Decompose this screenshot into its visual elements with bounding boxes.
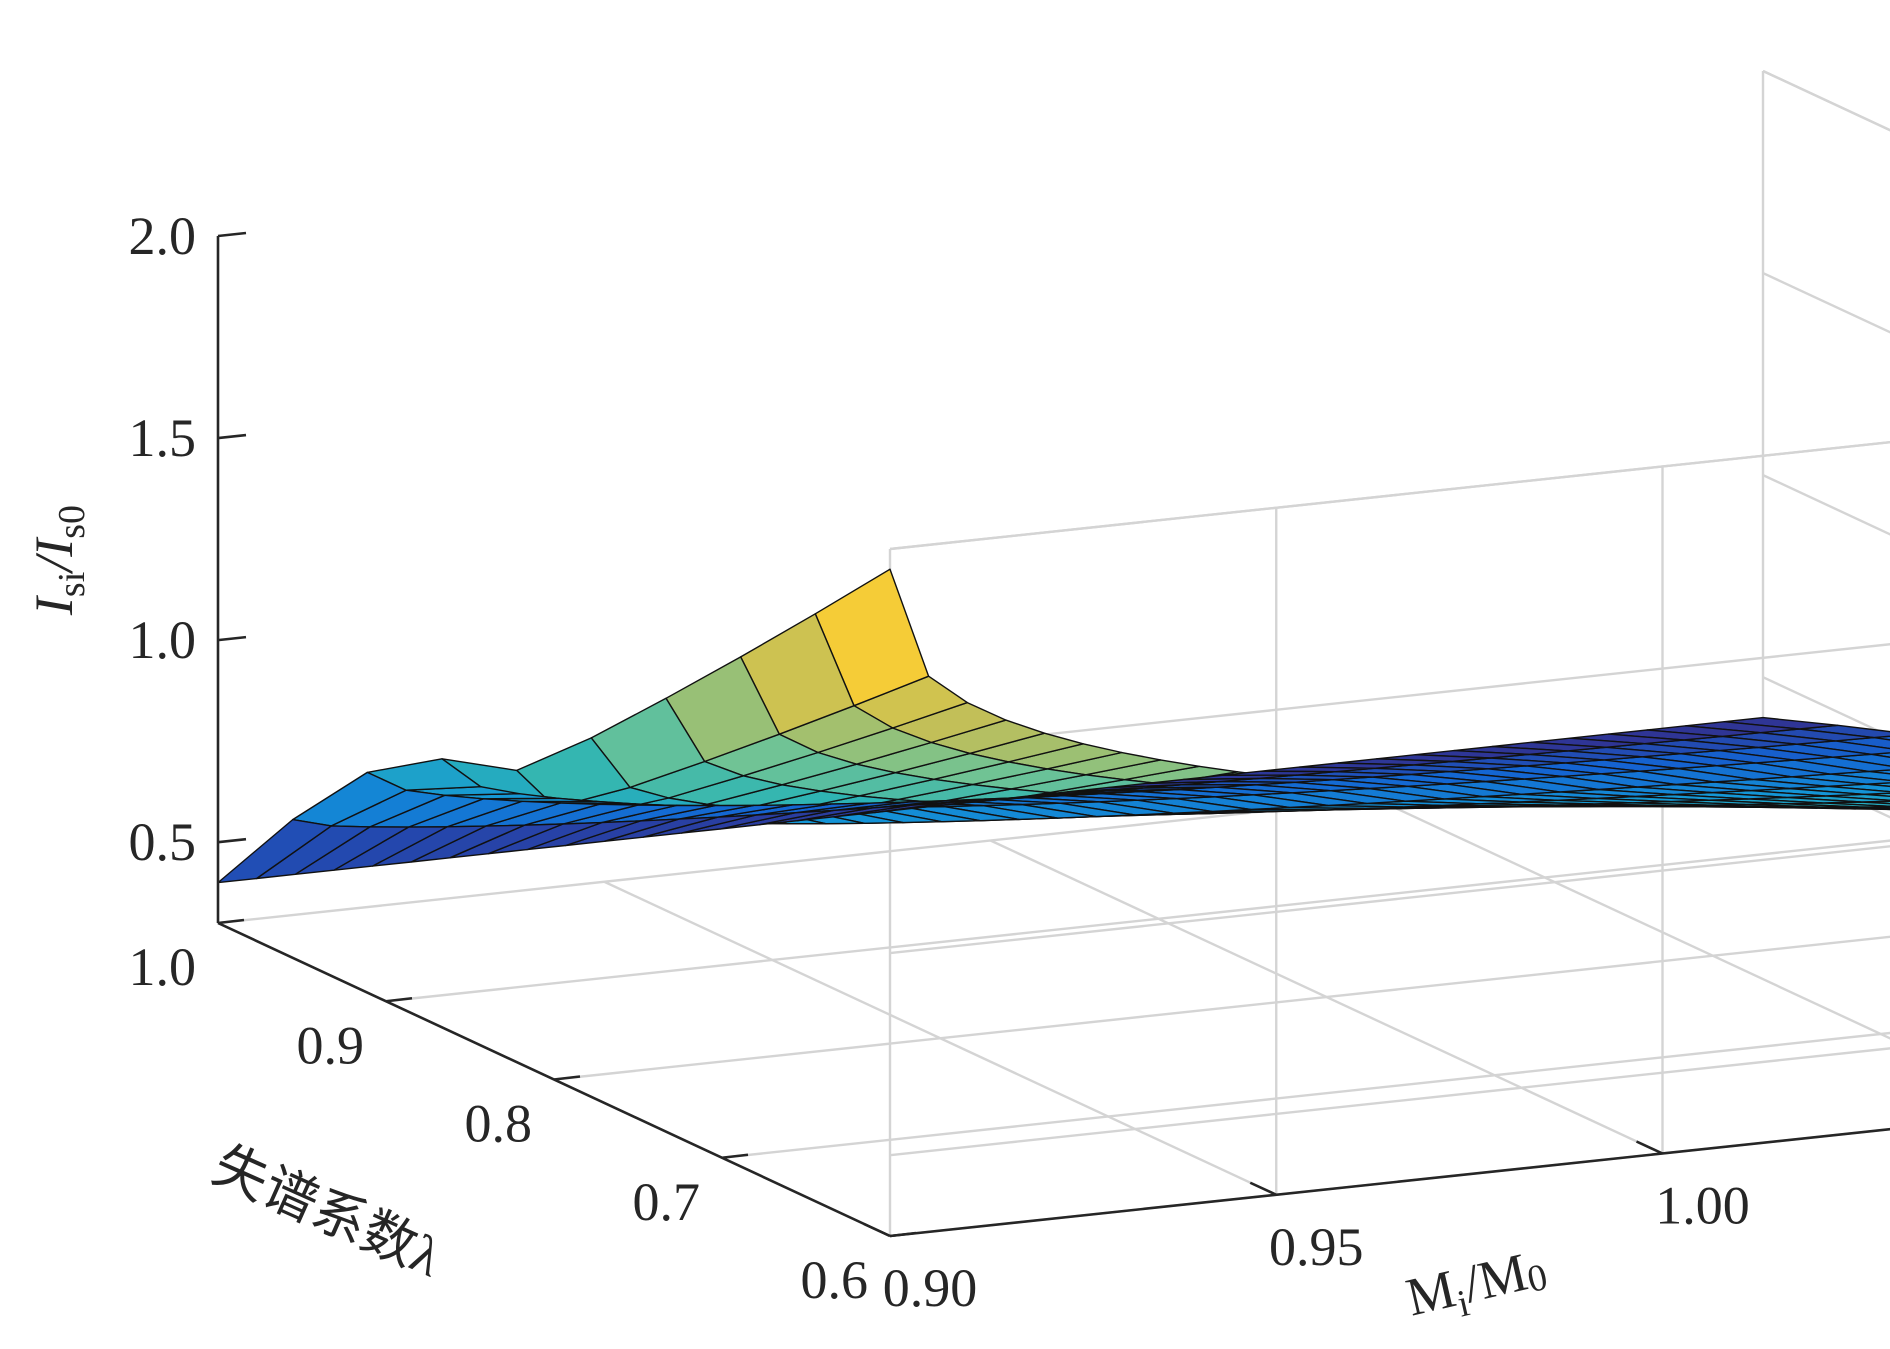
floor-x-grid-3 — [1376, 798, 1890, 1040]
y-tick-label: 0.7 — [633, 1172, 701, 1232]
z-tick-label: 1.5 — [129, 408, 197, 468]
z-axis-label-i: I — [24, 594, 84, 616]
z-tick-label: 2.0 — [129, 206, 197, 266]
z-tick-mark — [217, 433, 247, 440]
back-wall-z-grid-2 — [889, 643, 1890, 753]
side-wall-z-grid-2 — [1762, 271, 1890, 334]
x-axis-label-mid: /M — [1458, 1242, 1533, 1315]
y-tick-mark — [721, 1153, 749, 1160]
y-tick-label: 0.6 — [801, 1250, 869, 1310]
x-tick-label: 0.90 — [883, 1258, 978, 1318]
z-tick-label: 1.0 — [129, 610, 197, 670]
x-tick-mark — [1635, 1140, 1664, 1155]
y-tick-label: 0.8 — [465, 1094, 533, 1154]
z-axis-label-sub2: s0 — [51, 505, 93, 539]
back-wall-z-grid-3 — [889, 440, 1890, 551]
tick-labels: 0.51.01.52.00.60.70.80.91.00.900.951.001… — [129, 206, 1750, 1318]
side-wall-z-grid-3 — [1762, 69, 1890, 132]
y-tick-label: 1.0 — [129, 937, 197, 997]
z-axis-label-sub1: si — [51, 572, 93, 597]
floor-x-grid-1 — [603, 880, 1277, 1196]
y-tick-mark — [889, 1231, 917, 1238]
grid-lines — [217, 69, 1890, 1238]
z-tick-label: 0.5 — [129, 812, 197, 872]
x-axis-label-m: M — [1401, 1258, 1461, 1327]
side-wall-top-edge — [1762, 69, 1890, 132]
back-wall-top-edge — [889, 440, 1890, 551]
back-wall-z-grid-0 — [889, 1047, 1890, 1157]
z-tick-mark — [217, 635, 247, 642]
x-tick-mark — [1249, 1181, 1277, 1196]
z-axis-label-mid: /I — [24, 536, 84, 575]
y-tick-mark — [385, 996, 413, 1003]
axes — [216, 231, 1890, 1238]
side-wall-z-grid-1 — [1762, 474, 1890, 536]
y-tick-mark — [217, 918, 245, 925]
x-tick-label: 1.00 — [1655, 1176, 1750, 1236]
surface-mesh — [217, 568, 1890, 884]
x-tick-label: 0.95 — [1269, 1217, 1364, 1277]
z-axis-label: Isi/Is0 — [24, 505, 93, 616]
z-tick-mark — [217, 231, 247, 238]
x-axis-label: Mi/M0 — [1401, 1237, 1554, 1336]
surface-cell — [217, 818, 332, 884]
floor-x-grid-2 — [989, 839, 1664, 1155]
z-tick-mark — [217, 837, 247, 844]
back-wall-z-grid-1 — [889, 845, 1890, 955]
y-tick-label: 0.9 — [297, 1015, 365, 1075]
y-tick-mark — [553, 1075, 581, 1081]
floor-x-grid-4 — [1762, 756, 1890, 819]
floor-y-grid-3 — [385, 839, 1890, 1003]
x-tick-mark — [863, 1222, 891, 1238]
y-axis-label: 失谱系数λ — [204, 1135, 450, 1288]
